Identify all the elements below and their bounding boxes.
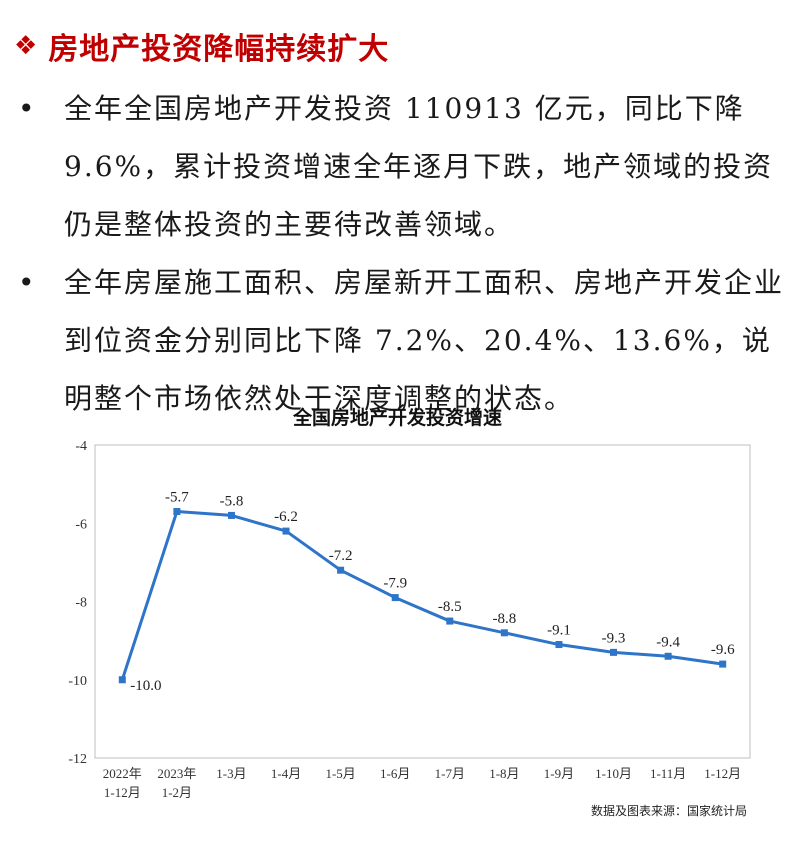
bullet-text: 全年房屋施工面积、房屋新开工面积、房地产开发企业到位资金分别同比下降 7.2%、…	[64, 266, 785, 415]
x-tick-label: 1-12月	[704, 766, 741, 781]
data-label: -7.2	[329, 548, 353, 564]
data-point	[391, 594, 399, 602]
diamond-bullet-icon: ❖	[14, 31, 39, 61]
x-tick-label: 2023年 1-2月	[157, 766, 196, 800]
x-tick-label: 1-3月	[216, 766, 246, 781]
data-label: -5.8	[220, 493, 244, 509]
data-point	[664, 652, 672, 660]
data-point	[173, 508, 181, 516]
data-point	[118, 676, 126, 684]
data-label: -7.9	[383, 576, 407, 592]
data-label: -9.1	[547, 623, 571, 639]
data-point	[500, 629, 508, 637]
bullet-text: 全年全国房地产开发投资 110913 亿元，同比下降 9.6%，累计投资增速全年…	[64, 92, 774, 241]
data-label: -6.2	[274, 509, 298, 525]
line-chart: -4 -6 -8 -10 -12 2022年 1-12月 2023年 1-2月 1-3月 1-4月 1…	[68, 439, 751, 800]
x-tick-label: 1-11月	[650, 766, 686, 781]
data-label: -9.3	[602, 630, 626, 646]
y-tick-label: -4	[75, 439, 87, 454]
x-tick-label: 1-7月	[435, 766, 465, 781]
series-line	[120, 510, 723, 681]
data-point	[282, 527, 290, 535]
y-tick-label: -10	[68, 674, 87, 689]
bullet-list: • 全年全国房地产开发投资 110913 亿元，同比下降 9.6%，累计投资增速…	[12, 80, 790, 428]
section-heading: ❖ 房地产投资降幅持续扩大	[14, 18, 389, 74]
data-label: -8.5	[438, 599, 462, 615]
chart-title: 全国房地产开发投资增速	[292, 407, 502, 429]
data-point	[719, 660, 727, 668]
data-point	[555, 641, 563, 649]
x-tick-label: 2022年 1-12月	[103, 766, 142, 800]
data-point	[337, 566, 345, 574]
data-label: -10.0	[130, 678, 161, 694]
data-label: -5.7	[165, 490, 189, 506]
data-point	[610, 648, 618, 656]
data-label: -9.6	[711, 642, 735, 658]
data-point	[446, 617, 454, 625]
x-tick-label: 1-9月	[544, 766, 574, 781]
y-tick-label: -12	[68, 752, 87, 767]
section-title: 房地产投资降幅持续扩大	[48, 32, 390, 67]
data-point	[227, 511, 235, 519]
plot-frame	[94, 444, 751, 759]
chart-source: 数据及图表来源：国家统计局	[590, 804, 747, 818]
bullet-item: • 全年房屋施工面积、房屋新开工面积、房地产开发企业到位资金分别同比下降 7.2…	[12, 254, 790, 428]
x-tick-label: 1-4月	[271, 766, 301, 781]
y-tick-label: -6	[75, 517, 87, 532]
x-tick-label: 1-5月	[325, 766, 355, 781]
data-label: -9.4	[656, 634, 680, 650]
bullet-item: • 全年全国房地产开发投资 110913 亿元，同比下降 9.6%，累计投资增速…	[12, 80, 790, 254]
x-tick-label: 1-6月	[380, 766, 410, 781]
x-tick-label: 1-8月	[489, 766, 519, 781]
data-label: -8.8	[493, 611, 517, 627]
bullet-dot-icon: •	[18, 92, 35, 125]
bullet-dot-icon: •	[18, 266, 35, 299]
x-tick-label: 1-10月	[595, 766, 632, 781]
y-tick-label: -8	[75, 596, 87, 611]
